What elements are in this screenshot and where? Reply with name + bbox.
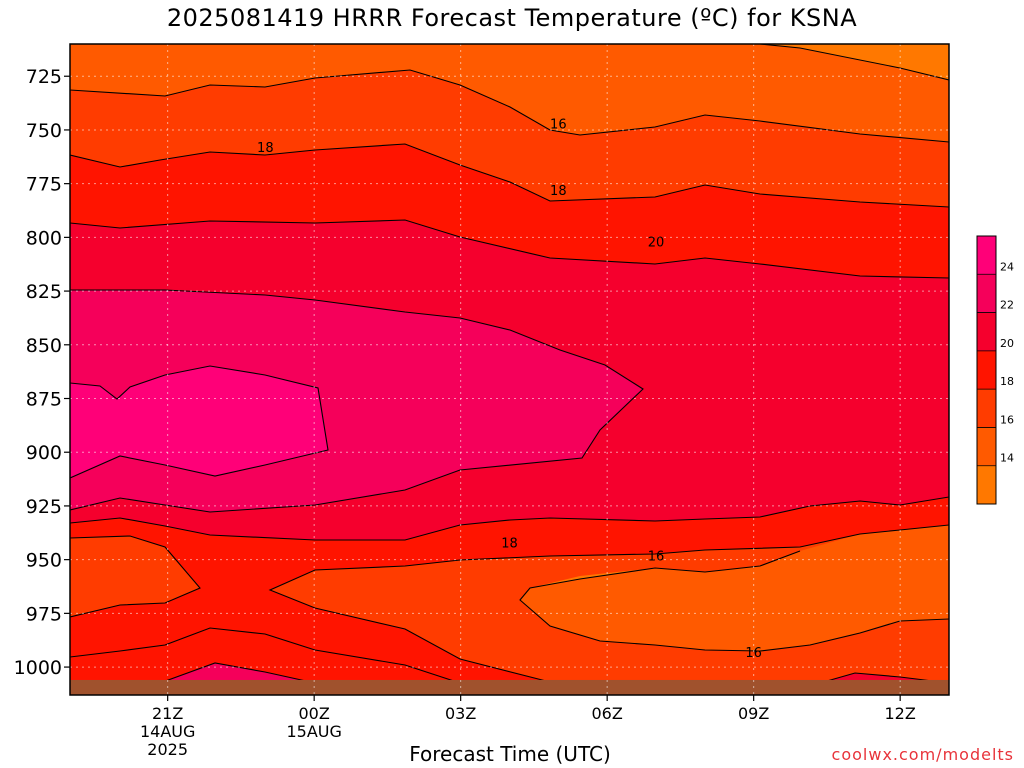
x-tick-label: 03Z [445, 704, 476, 723]
colorbar-label: 22 [1000, 299, 1014, 312]
contour-labels: 16 18 18 20 18 16 16 [257, 117, 762, 661]
x-tick-year: 2025 [147, 740, 188, 759]
grid-lines [70, 44, 949, 695]
x-tick-label: 09Z [738, 704, 769, 723]
contour-line [70, 535, 201, 618]
contour-lines [70, 44, 949, 684]
y-tick-label: 900 [26, 442, 62, 464]
contour-label: 16 [550, 117, 567, 132]
contour-line [519, 550, 949, 652]
x-tick-label: 12Z [885, 704, 916, 723]
colorbar-label: 16 [1000, 413, 1014, 426]
contour-label: 18 [257, 141, 274, 156]
colorbar-label: 14 [1000, 452, 1014, 465]
y-tick-label: 775 [26, 174, 62, 196]
band-surface-warm [160, 663, 315, 683]
plot-frame [69, 43, 950, 696]
contour-label: 20 [648, 236, 665, 251]
colorbar-label: 24 [1000, 260, 1014, 273]
y-tick-label: 800 [26, 227, 62, 249]
band-18-20-upper [70, 144, 949, 278]
colorbar-segment [977, 350, 996, 390]
contour-label: 18 [550, 184, 567, 199]
colorbar-frame [976, 235, 997, 505]
colorbar-label: 18 [1000, 375, 1014, 388]
colorbar-segment [977, 274, 996, 313]
y-tick-label: 850 [26, 335, 62, 357]
ground-fill [70, 679, 949, 695]
y-tick-label: 975 [26, 603, 62, 625]
contour-label: 16 [745, 646, 762, 661]
contour-line [759, 44, 949, 81]
contour-line [70, 365, 329, 479]
chart-title: 2025081419 HRRR Forecast Temperature (ºC… [166, 4, 858, 32]
y-tick-label: 1000 [14, 657, 62, 679]
contour-line [70, 143, 949, 208]
y-tick-label: 750 [26, 120, 62, 142]
y-axis: 725 750 775 800 825 850 875 900 925 950 975 1000 [14, 66, 70, 679]
contour-line [159, 662, 316, 684]
contour-line [70, 219, 949, 279]
x-tick-date: 14AUG [140, 722, 195, 741]
contour-line [70, 289, 644, 513]
band-16-18-upper [70, 70, 949, 207]
y-tick-label: 825 [26, 281, 62, 303]
colorbar-segment [977, 389, 996, 428]
contour-line [70, 496, 949, 541]
plot-area: 16 18 18 20 18 16 16 [70, 44, 949, 695]
credit-text: coolwx.com/modelts [831, 745, 1014, 764]
band-18-20-lower [70, 497, 949, 695]
y-tick-label: 925 [26, 496, 62, 518]
colorbar: 14 16 18 20 22 24 [976, 235, 1014, 505]
colorbar-segment [977, 427, 996, 466]
contour-line [70, 69, 949, 143]
contour-label: 18 [501, 536, 518, 551]
x-tick-date: 15AUG [286, 722, 341, 741]
y-tick-label: 725 [26, 66, 62, 88]
contour-label: 16 [648, 549, 665, 564]
y-tick-label: 950 [26, 550, 62, 572]
colorbar-segment [977, 236, 996, 275]
x-tick-label: 00Z [299, 704, 330, 723]
colorbar-label: 20 [1000, 337, 1014, 350]
y-tick-label: 875 [26, 389, 62, 411]
x-axis-label: Forecast Time (UTC) [409, 742, 611, 766]
colorbar-segment [977, 312, 996, 351]
colorbar-segment [977, 465, 996, 504]
x-tick-label: 06Z [592, 704, 623, 723]
band-above-24 [70, 366, 328, 478]
x-tick-label: 21Z [152, 704, 183, 723]
band-14-16-lower [520, 525, 949, 651]
contour-line [70, 627, 461, 684]
